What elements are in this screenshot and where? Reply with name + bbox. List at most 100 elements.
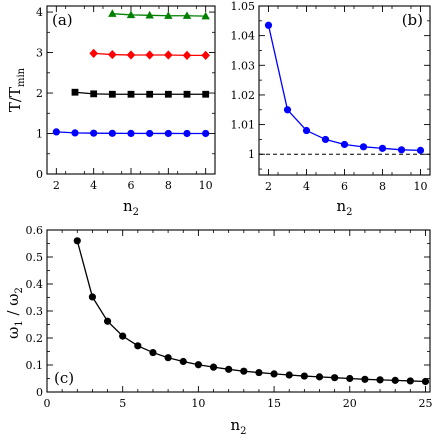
data-point (202, 129, 210, 138)
y-tick-label: 1.03 (231, 59, 256, 72)
data-point (134, 342, 142, 350)
data-point (416, 146, 425, 154)
x-axis-label: n2 (336, 197, 352, 218)
data-point (88, 293, 97, 301)
data-point (164, 50, 173, 60)
data-point (346, 374, 354, 383)
data-point (71, 88, 79, 96)
data-point (126, 10, 136, 19)
data-point (127, 90, 135, 98)
data-point (108, 129, 116, 137)
data-point (182, 50, 192, 60)
y-tick-label: 1 (36, 128, 43, 141)
x-tick-label: 4 (90, 179, 97, 192)
data-point (108, 49, 117, 60)
data-point (202, 90, 210, 98)
y-tick-label: 1.02 (231, 89, 256, 102)
panel-b: 2 4 6 8 10 1 1.01 1.02 1.03 1.04 1.05 (b) n2 (231, 0, 431, 218)
y-tick-label: 0 (36, 386, 43, 399)
y-tick-label: 0.1 (26, 359, 44, 372)
data-point (302, 126, 311, 135)
data-point (315, 373, 324, 381)
y-tick-label: 1.05 (231, 0, 256, 13)
plot-frame (46, 229, 431, 393)
data-point (201, 11, 210, 20)
data-point (378, 144, 387, 152)
data-point (149, 348, 157, 357)
data-point (270, 370, 278, 378)
data-point (209, 363, 218, 371)
data-point (421, 377, 430, 386)
y-tick-label: 0.4 (26, 278, 44, 291)
data-point (331, 374, 339, 382)
data-point (164, 90, 172, 98)
y-axis-label: T/Tmin (6, 67, 27, 112)
plot-frame (258, 5, 431, 176)
data-point (300, 372, 308, 380)
x-tick-label: 4 (303, 180, 310, 193)
data-point (103, 317, 112, 325)
data-point (108, 90, 116, 98)
data-point (225, 365, 233, 373)
data-point (359, 143, 368, 151)
data-point (90, 90, 98, 98)
data-point (340, 140, 349, 149)
plot-frame (46, 5, 216, 175)
panel-label: (b) (402, 11, 423, 29)
data-point (285, 371, 293, 379)
panel-label: (a) (52, 11, 73, 29)
y-tick-label: 1.04 (231, 30, 256, 43)
data-point (397, 146, 406, 154)
y-tick-label: 0.3 (26, 305, 44, 318)
data-point (89, 48, 98, 58)
data-point (164, 129, 172, 138)
y-axis-label: ω1 / ω2 (4, 287, 25, 339)
x-tick-label: 6 (128, 179, 135, 192)
x-axis-label: n2 (123, 197, 139, 218)
x-tick-label: 5 (119, 397, 126, 410)
x-tick-label: 10 (414, 180, 428, 193)
x-axis-label: n2 (230, 416, 246, 437)
y-tick-label: 4 (36, 6, 43, 19)
data-point (391, 376, 399, 384)
series-line (267, 25, 421, 152)
data-point (240, 367, 248, 375)
series-line (76, 240, 426, 383)
series-line (112, 13, 206, 17)
data-point (183, 129, 191, 138)
x-tick-label: 15 (267, 397, 281, 410)
data-point (376, 376, 384, 384)
x-tick-label: 10 (199, 179, 213, 192)
x-tick-label: 6 (341, 180, 348, 193)
data-point (183, 90, 191, 98)
data-point (73, 237, 81, 245)
data-point (361, 375, 369, 383)
data-point (145, 10, 154, 19)
y-tick-label: 0.5 (26, 251, 44, 264)
data-point (201, 50, 210, 60)
y-tick-label: 2 (36, 87, 43, 100)
data-point (283, 106, 292, 114)
data-point (164, 354, 172, 362)
data-point (127, 129, 135, 137)
x-tick-label: 20 (343, 397, 357, 410)
panel-a: 2 4 6 8 10 0 1 2 3 4 (a) n2 T/Tmin (6, 5, 216, 218)
data-point (182, 11, 192, 19)
data-point (90, 129, 98, 137)
data-point (146, 129, 154, 138)
y-tick-label: 1.01 (231, 119, 256, 132)
data-point (145, 50, 154, 60)
panel-c: 0 5 10 15 20 25 0 0.1 0.2 0.3 0.4 0.5 0.6 (c) n2 ω1 / ω… (4, 224, 432, 437)
panel-label: (c) (54, 369, 74, 387)
data-point (264, 21, 273, 29)
y-tick-label: 1 (248, 148, 255, 161)
data-point (71, 129, 79, 137)
data-point (146, 90, 154, 98)
x-tick-label: 8 (165, 179, 172, 192)
y-tick-label: 0.6 (26, 224, 44, 237)
data-point (164, 11, 173, 19)
x-tick-label: 2 (265, 180, 272, 193)
x-tick-label: 25 (418, 397, 432, 410)
x-tick-label: 10 (191, 397, 205, 410)
